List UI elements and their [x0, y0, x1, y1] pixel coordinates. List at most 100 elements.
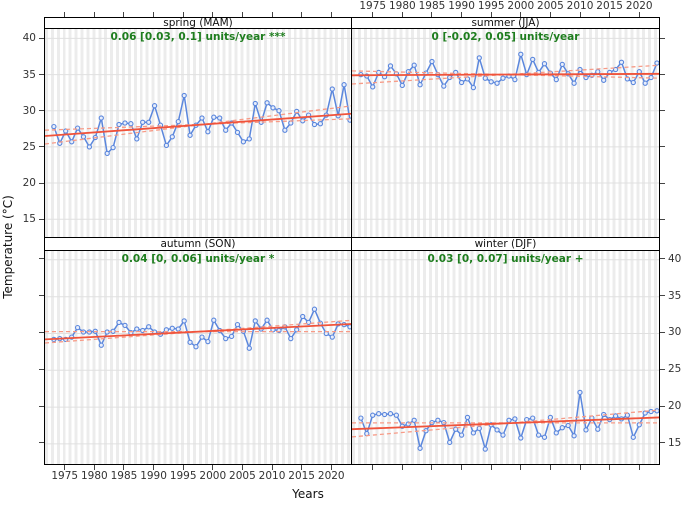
left-tick: [39, 218, 44, 220]
top-tick: [490, 12, 492, 17]
right-tick: [660, 331, 665, 333]
right-tick: [660, 182, 665, 184]
top-tick: [64, 12, 66, 17]
strip-winter: winter (DJF): [352, 238, 660, 250]
top-tick: [182, 12, 184, 17]
top-tick: [431, 12, 433, 17]
panel-spring-plot: 0.06 [0.03, 0.1] units/year ***: [44, 29, 352, 238]
strip-autumn-label: autumn (SON): [160, 237, 236, 250]
bottom-tick: [579, 465, 581, 470]
right-tick: [660, 442, 665, 444]
bottom-tick-label: 2020: [317, 470, 345, 482]
bottom-tick: [638, 465, 640, 470]
top-tick: [93, 12, 95, 17]
right-tick: [660, 368, 665, 370]
bottom-tick: [431, 465, 433, 470]
right-tick: [660, 258, 665, 260]
top-tick: [241, 12, 243, 17]
left-tick: [39, 368, 44, 370]
panel-autumn-plot: 0.04 [0, 0.06] units/year *: [44, 250, 352, 465]
left-tick-label: 15: [22, 213, 36, 226]
panel-summer-plot: 0 [-0.02, 0.05] units/year: [352, 29, 660, 238]
left-tick-label: 30: [22, 104, 36, 117]
bottom-tick: [490, 465, 492, 470]
top-tick-label: 2020: [625, 0, 653, 12]
bottom-tick-label: 2000: [199, 470, 227, 482]
left-tick: [39, 295, 44, 297]
y-axis-title: Temperature (°C): [1, 195, 15, 299]
left-tick-label: 40: [22, 32, 36, 45]
summer-series-chart: [352, 37, 659, 220]
top-tick: [461, 12, 463, 17]
right-tick-label: 40: [668, 252, 682, 265]
autumn-series-chart: [45, 259, 351, 445]
bottom-tick: [520, 465, 522, 470]
left-tick-label: 35: [22, 68, 36, 81]
bottom-tick: [212, 465, 214, 470]
right-tick: [660, 146, 665, 148]
left-tick-label: 20: [22, 177, 36, 190]
bottom-tick: [241, 465, 243, 470]
top-tick: [520, 12, 522, 17]
top-tick: [330, 12, 332, 17]
right-tick-label: 30: [668, 326, 682, 339]
top-tick: [153, 12, 155, 17]
bottom-tick: [123, 465, 125, 470]
top-tick-label: 2005: [537, 0, 564, 12]
top-tick: [123, 12, 125, 17]
left-tick: [39, 405, 44, 407]
right-tick: [660, 405, 665, 407]
top-tick: [579, 12, 581, 17]
bottom-tick: [461, 465, 463, 470]
bottom-tick-label: 1980: [80, 470, 108, 482]
right-tick-label: 25: [668, 363, 682, 376]
strip-winter-label: winter (DJF): [474, 237, 537, 250]
left-tick: [39, 182, 44, 184]
top-tick-label: 1975: [359, 0, 387, 12]
top-tick: [549, 12, 551, 17]
winter-series-chart: [352, 259, 659, 452]
bottom-tick-label: 2015: [288, 470, 315, 482]
bottom-tick-label: 1990: [140, 470, 167, 482]
strip-autumn: autumn (SON): [44, 238, 352, 250]
top-tick-label: 1990: [448, 0, 475, 12]
top-tick: [401, 12, 403, 17]
panel-winter-plot: 0.03 [0, 0.07] units/year +: [352, 250, 660, 465]
bottom-tick: [93, 465, 95, 470]
bottom-tick-label: 1995: [169, 470, 197, 482]
x-axis-title: Years: [292, 487, 324, 501]
top-tick: [372, 12, 374, 17]
bottom-tick: [549, 465, 551, 470]
left-tick-label: 25: [22, 140, 36, 153]
left-tick: [39, 331, 44, 333]
bottom-tick-label: 2010: [258, 470, 286, 482]
left-tick: [39, 258, 44, 260]
bottom-tick: [330, 465, 332, 470]
left-tick: [39, 37, 44, 39]
top-tick-label: 1980: [388, 0, 416, 12]
strip-summer-label: summer (JJA): [471, 16, 540, 29]
top-tick-label: 1995: [477, 0, 505, 12]
top-tick-label: 2000: [507, 0, 535, 12]
left-tick: [39, 110, 44, 112]
bottom-tick: [609, 465, 611, 470]
bottom-tick: [401, 465, 403, 470]
bottom-tick: [182, 465, 184, 470]
bottom-tick-label: 2005: [229, 470, 256, 482]
right-tick-label: 15: [668, 436, 682, 449]
top-tick: [638, 12, 640, 17]
top-tick: [301, 12, 303, 17]
left-tick: [39, 442, 44, 444]
bottom-tick: [64, 465, 66, 470]
bottom-tick-label: 1985: [110, 470, 138, 482]
bottom-tick: [153, 465, 155, 470]
top-tick-label: 2015: [596, 0, 623, 12]
spring-series-chart: [45, 37, 351, 220]
right-tick: [660, 74, 665, 76]
top-tick-label: 1985: [418, 0, 446, 12]
top-tick-label: 2010: [566, 0, 594, 12]
bottom-tick: [301, 465, 303, 470]
bottom-tick-label: 1975: [51, 470, 79, 482]
top-tick: [212, 12, 214, 17]
